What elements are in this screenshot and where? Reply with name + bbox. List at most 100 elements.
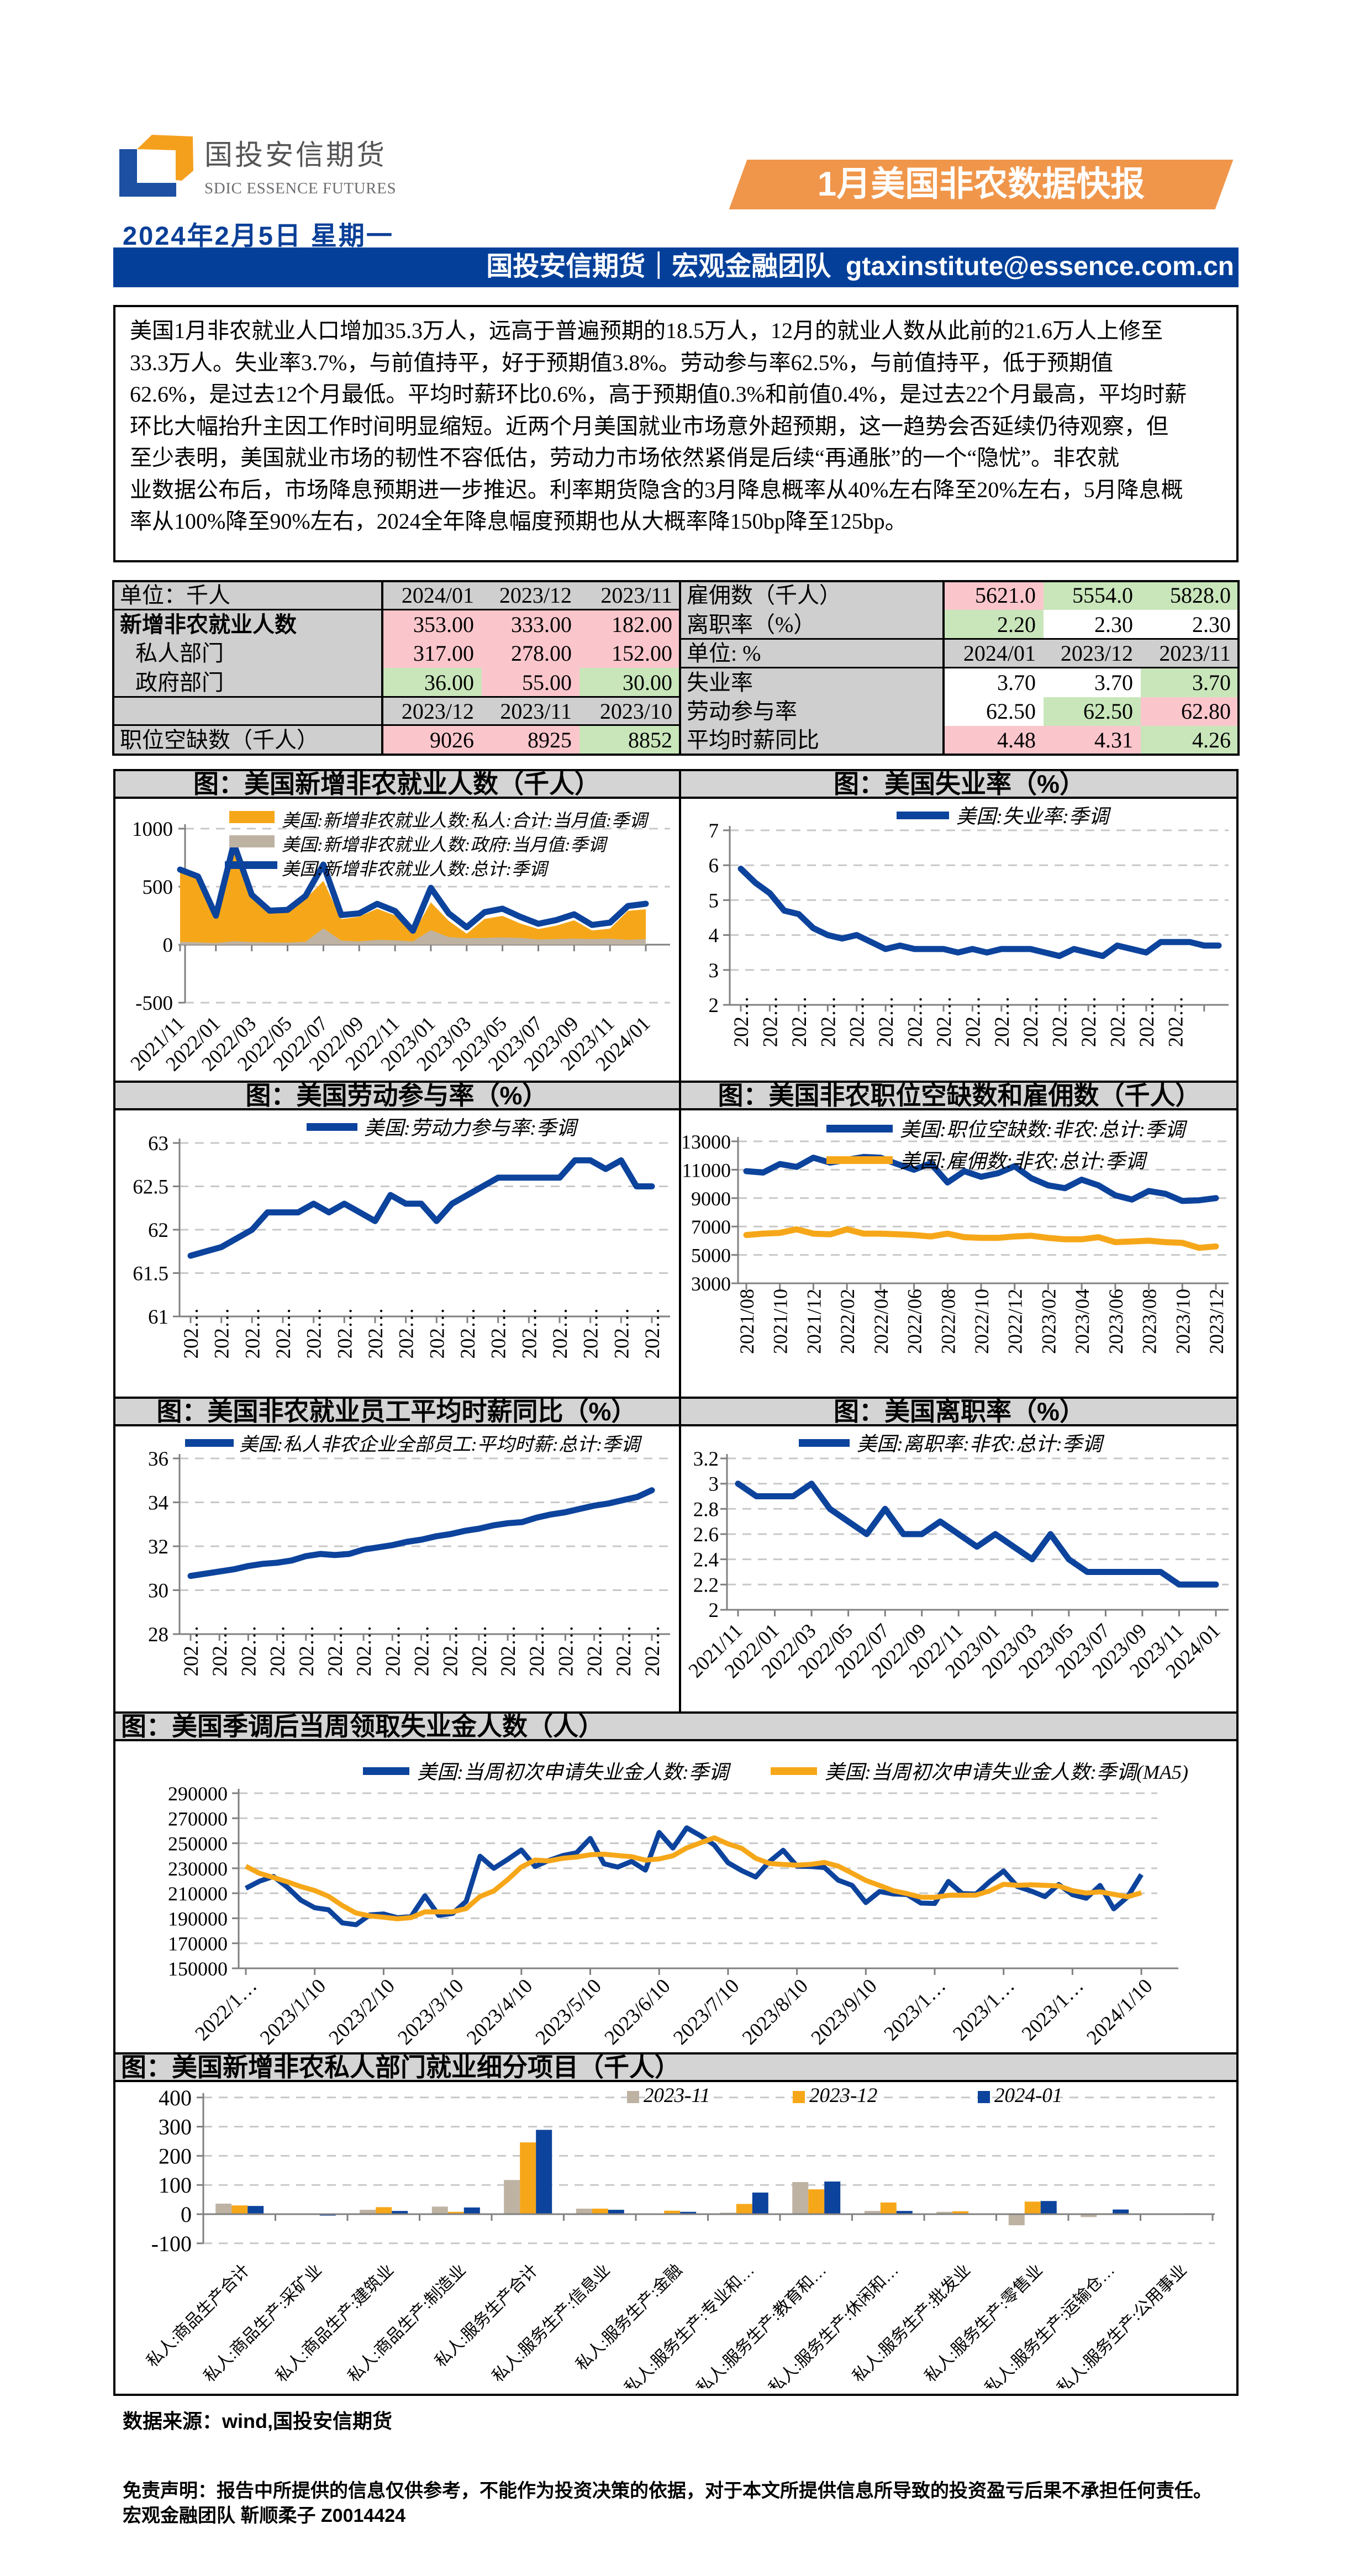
svg-text:私人:服务生产:休闲和…: 私人:服务生产:休闲和… [765, 2261, 902, 2388]
svg-text:6: 6 [709, 855, 719, 877]
svg-text:SDIC ESSENCE FUTURES: SDIC ESSENCE FUTURES [204, 180, 396, 197]
svg-text:2023/1…: 2023/1… [880, 1974, 951, 2045]
svg-text:2021/12: 2021/12 [803, 1289, 825, 1354]
svg-text:202…: 202… [324, 1625, 347, 1677]
svg-text:美国:职位空缺数:非农:总计:季调: 美国:职位空缺数:非农:总计:季调 [900, 1119, 1188, 1141]
svg-text:202…: 202… [272, 1308, 295, 1359]
svg-text:202…: 202… [238, 1625, 260, 1677]
svg-text:202…: 202… [303, 1308, 326, 1359]
svg-text:2023/04: 2023/04 [1071, 1289, 1093, 1354]
svg-text:2023/6/10: 2023/6/10 [600, 1974, 675, 2049]
svg-text:3: 3 [709, 1473, 719, 1496]
svg-text:3000: 3000 [691, 1273, 731, 1295]
svg-text:3.2: 3.2 [693, 1448, 719, 1471]
svg-text:202…: 202… [759, 996, 782, 1047]
svg-text:202…: 202… [788, 996, 811, 1047]
svg-text:202…: 202… [497, 1625, 520, 1677]
svg-text:美国:私人非农企业全部员工:平均时薪:总计:季调: 美国:私人非农企业全部员工:平均时薪:总计:季调 [239, 1435, 642, 1455]
svg-text:2023/1…: 2023/1… [949, 1974, 1019, 2045]
svg-text:200: 200 [159, 2143, 192, 2168]
svg-text:202…: 202… [488, 1308, 510, 1359]
svg-text:2023-12: 2023-12 [809, 2084, 877, 2107]
svg-text:2023/2/10: 2023/2/10 [325, 1974, 399, 2049]
svg-text:30: 30 [148, 1580, 168, 1603]
svg-text:美国:失业率:季调: 美国:失业率:季调 [956, 805, 1111, 828]
svg-text:202…: 202… [209, 1625, 231, 1677]
svg-text:11000: 11000 [682, 1159, 731, 1181]
svg-text:202…: 202… [518, 1308, 541, 1359]
svg-text:202…: 202… [610, 1308, 633, 1359]
svg-text:290000: 290000 [168, 1783, 228, 1805]
svg-text:202…: 202… [1020, 996, 1042, 1047]
svg-text:28: 28 [148, 1624, 168, 1646]
svg-text:-500: -500 [135, 992, 173, 1015]
svg-text:202…: 202… [613, 1625, 635, 1677]
svg-text:2021/08: 2021/08 [736, 1289, 758, 1354]
svg-text:150000: 150000 [168, 1958, 228, 1980]
svg-text:2.6: 2.6 [693, 1524, 719, 1546]
svg-text:202…: 202… [334, 1308, 356, 1359]
svg-text:5000: 5000 [691, 1245, 731, 1267]
svg-text:190000: 190000 [168, 1908, 228, 1930]
svg-text:2023/5/10: 2023/5/10 [531, 1974, 606, 2049]
svg-text:美国:新增非农就业人数:私人:合计:当月值:季调: 美国:新增非农就业人数:私人:合计:当月值:季调 [282, 810, 649, 830]
svg-text:400: 400 [159, 2085, 192, 2110]
svg-text:62.5: 62.5 [133, 1176, 168, 1199]
svg-text:0: 0 [163, 934, 173, 957]
svg-text:美国:新增非农就业人数:总计:季调: 美国:新增非农就业人数:总计:季调 [282, 859, 549, 879]
svg-text:私人:服务生产:批发业: 私人:服务生产:批发业 [849, 2261, 974, 2386]
svg-text:私人:商品生产:建筑业: 私人:商品生产:建筑业 [272, 2261, 397, 2386]
svg-text:32: 32 [148, 1536, 168, 1558]
svg-text:3: 3 [709, 960, 719, 982]
svg-text:300: 300 [159, 2115, 192, 2140]
svg-text:202…: 202… [991, 996, 1014, 1047]
svg-text:202…: 202… [962, 996, 984, 1047]
svg-text:2023/9/10: 2023/9/10 [807, 1974, 882, 2049]
svg-text:2022/02: 2022/02 [836, 1289, 858, 1354]
svg-text:私人:商品生产:制造业: 私人:商品生产:制造业 [345, 2261, 470, 2386]
svg-text:500: 500 [143, 876, 173, 899]
svg-text:2023/02: 2023/02 [1037, 1289, 1060, 1354]
svg-text:2: 2 [709, 1599, 719, 1622]
svg-text:202…: 202… [730, 996, 753, 1047]
svg-text:62: 62 [148, 1219, 168, 1242]
svg-text:202…: 202… [1049, 996, 1072, 1047]
svg-text:国投安信期货: 国投安信期货 [204, 139, 387, 171]
svg-text:2023/12: 2023/12 [1205, 1289, 1227, 1354]
svg-text:100: 100 [159, 2173, 192, 2198]
svg-text:61.5: 61.5 [133, 1263, 168, 1286]
svg-text:202…: 202… [1078, 996, 1100, 1047]
svg-text:美国:雇佣数:非农:总计:季调: 美国:雇佣数:非农:总计:季调 [900, 1150, 1148, 1172]
svg-text:202…: 202… [526, 1625, 549, 1677]
svg-text:美国:当周初次申请失业金人数:季调: 美国:当周初次申请失业金人数:季调 [417, 1761, 731, 1783]
svg-text:1000: 1000 [132, 818, 173, 841]
svg-text:202…: 202… [180, 1625, 203, 1677]
svg-text:美国:离职率:非农:总计:季调: 美国:离职率:非农:总计:季调 [857, 1433, 1105, 1455]
svg-text:7: 7 [709, 820, 719, 842]
svg-text:私人:商品生产:采矿业: 私人:商品生产:采矿业 [201, 2261, 325, 2386]
svg-text:250000: 250000 [168, 1833, 228, 1855]
svg-text:2022/1…: 2022/1… [191, 1974, 262, 2045]
svg-text:2024/1/10: 2024/1/10 [1082, 1974, 1157, 2049]
svg-text:2023/1/10: 2023/1/10 [256, 1974, 330, 2049]
svg-text:202…: 202… [411, 1625, 434, 1677]
svg-text:202…: 202… [353, 1625, 376, 1677]
svg-text:7000: 7000 [691, 1216, 731, 1238]
svg-text:202…: 202… [426, 1308, 449, 1359]
svg-text:202…: 202… [396, 1308, 418, 1359]
svg-text:202…: 202… [365, 1308, 387, 1359]
svg-text:私人:服务生产:信息业: 私人:服务生产:信息业 [489, 2261, 614, 2386]
svg-text:私人:服务生产:零售业: 私人:服务生产:零售业 [921, 2261, 1046, 2386]
svg-text:私人:服务生产:教育和…: 私人:服务生产:教育和… [693, 2261, 830, 2388]
svg-text:2022/08: 2022/08 [937, 1289, 959, 1354]
svg-text:202…: 202… [817, 996, 840, 1047]
svg-text:202…: 202… [549, 1308, 572, 1359]
svg-text:202…: 202… [875, 996, 898, 1047]
svg-text:美国:当周初次申请失业金人数:季调(MA5): 美国:当周初次申请失业金人数:季调(MA5) [825, 1761, 1188, 1783]
svg-text:2022/04: 2022/04 [870, 1289, 892, 1354]
svg-text:202…: 202… [1136, 996, 1158, 1047]
svg-text:2023/8/10: 2023/8/10 [738, 1974, 813, 2049]
svg-text:2023/08: 2023/08 [1139, 1289, 1161, 1354]
svg-text:63: 63 [148, 1132, 168, 1155]
svg-text:202…: 202… [211, 1308, 234, 1359]
